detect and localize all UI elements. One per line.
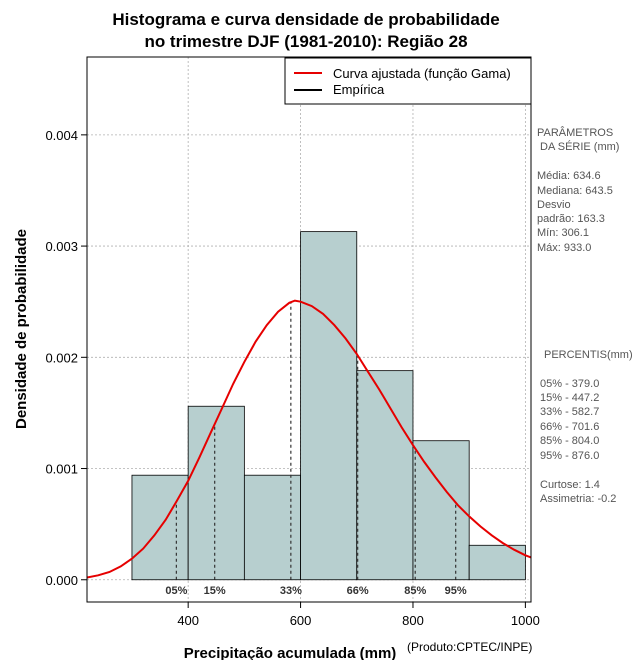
y-tick-label: 0.003	[45, 239, 78, 254]
x-axis-title: Precipitação acumulada (mm)	[184, 645, 397, 660]
percentil-85: 85% - 804.0	[540, 435, 599, 447]
percentile-label: 95%	[445, 585, 467, 597]
param-mean: Média: 634.6	[537, 170, 601, 182]
percentile-label: 66%	[347, 585, 369, 597]
credit-text: (Produto:CPTEC/INPE)	[407, 640, 532, 654]
param-max: Máx: 933.0	[537, 242, 591, 254]
histogram-bar	[243, 474, 301, 581]
y-tick-label: 0.000	[45, 573, 78, 588]
percentile-label: 33%	[280, 585, 302, 597]
y-axis-title: Densidade de probabilidade	[13, 229, 30, 429]
series-parameters-panel: PARÂMETROS DA SÉRIE (mm) Média: 634.6 Me…	[537, 126, 619, 254]
y-tick-label: 0.004	[45, 128, 78, 143]
x-tick-label: 1000	[511, 613, 540, 628]
axis-ticks: 0.000 0.001 0.002 0.003 0.004 400 600 800 1000	[45, 128, 539, 628]
percentile-label: 85%	[404, 585, 426, 597]
x-tick-label: 600	[290, 613, 312, 628]
legend-curve-label: Curva ajustada (função Gama)	[333, 66, 511, 81]
stat-kurtosis: Curtose: 1.4	[540, 479, 600, 491]
legend: Curva ajustada (função Gama) Empírica	[284, 57, 532, 105]
param-median: Mediana: 643.5	[537, 185, 613, 197]
param-min: Mín: 306.1	[537, 227, 589, 239]
stat-skewness: Assimetria: -0.2	[540, 493, 616, 505]
legend-box	[284, 57, 532, 105]
y-tick-label: 0.002	[45, 350, 78, 365]
params-title-1: PARÂMETROS	[537, 126, 613, 139]
legend-empirica-label: Empírica	[333, 82, 385, 97]
percentil-95: 95% - 876.0	[540, 450, 599, 462]
params-title-2: DA SÉRIE (mm)	[540, 140, 619, 153]
percentiles-panel: PERCENTIS(mm) 05% - 379.0 15% - 447.2 33…	[540, 349, 633, 505]
percentil-15: 15% - 447.2	[540, 392, 599, 404]
chart-title-line-1: Histograma e curva densidade de probabil…	[112, 10, 499, 29]
percentil-05: 05% - 379.0	[540, 378, 599, 390]
plot-frame	[86, 56, 532, 603]
histogram-bar	[356, 370, 414, 581]
x-tick-label: 800	[402, 613, 424, 628]
gamma-curve-line	[87, 299, 531, 579]
y-tick-label: 0.001	[45, 462, 78, 477]
x-tick-label: 400	[177, 613, 199, 628]
histogram-bar	[300, 231, 358, 581]
percentile-label: 15%	[204, 585, 226, 597]
histogram-bar	[187, 405, 245, 581]
param-stddev: padrão: 163.3	[537, 213, 605, 225]
percentis-title: PERCENTIS(mm)	[544, 349, 633, 361]
param-stddev-label: Desvio	[537, 199, 571, 211]
histogram-bars	[131, 231, 526, 581]
percentil-33: 33% - 582.7	[540, 406, 599, 418]
chart-title-line-2: no trimestre DJF (1981-2010): Região 28	[144, 32, 467, 51]
percentile-markers: 05% 15% 33% 66% 85% 95%	[165, 302, 467, 597]
histogram-bar	[412, 440, 470, 581]
percentil-66: 66% - 701.6	[540, 421, 599, 433]
percentile-label: 05%	[165, 585, 187, 597]
